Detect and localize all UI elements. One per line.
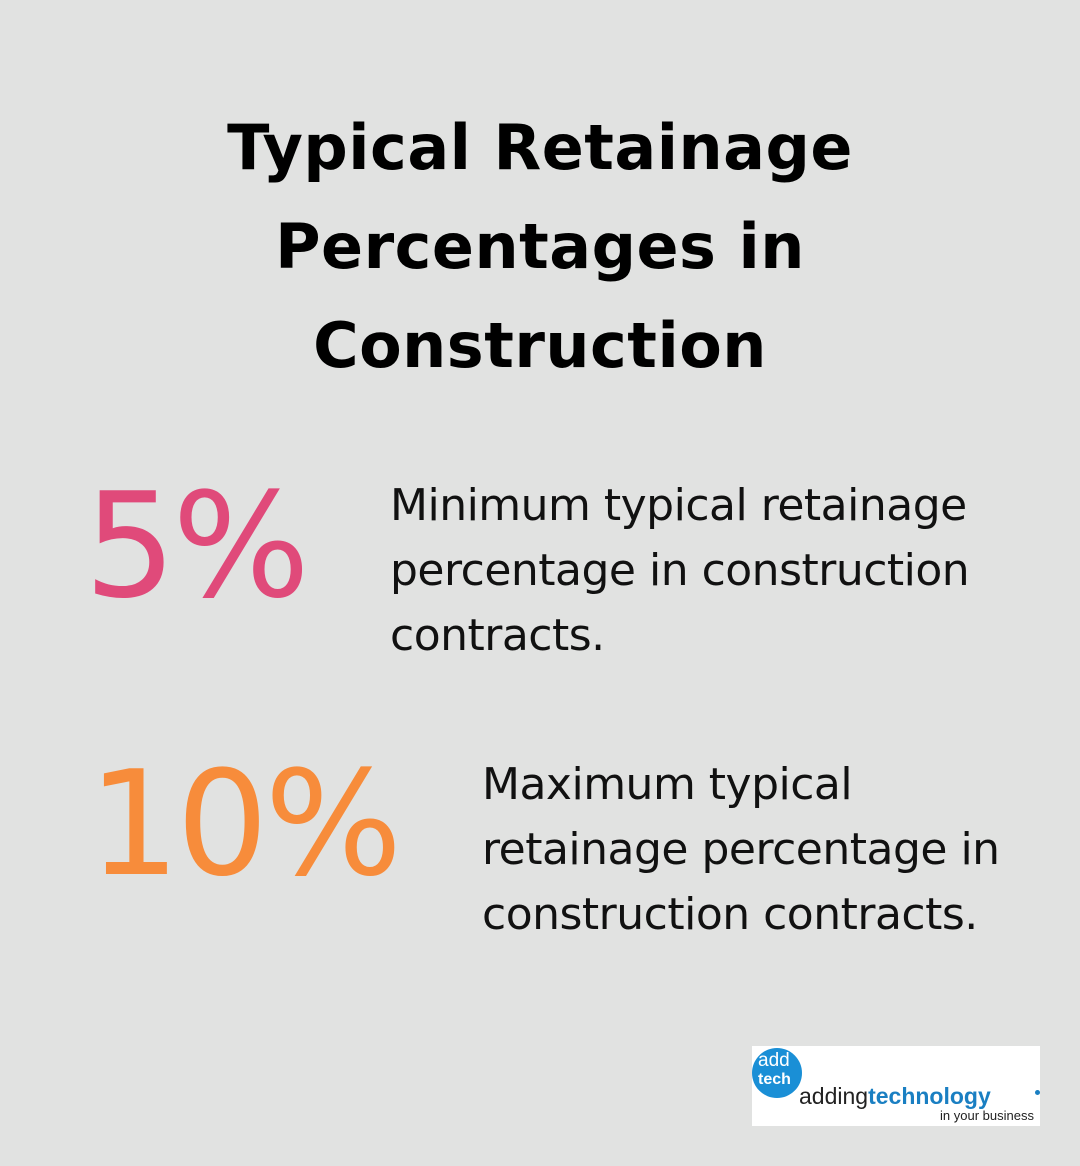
logo-trademark-dot <box>1035 1090 1040 1095</box>
logo-word-technology: technology <box>868 1083 991 1109</box>
logo-wordmark: addingtechnology <box>799 1083 991 1109</box>
company-logo: add tech addingtechnology in your busine… <box>752 1046 1040 1126</box>
logo-badge-add: add <box>758 1050 790 1071</box>
stat-value-minimum: 5% <box>84 462 310 631</box>
stat-description-maximum: Maximum typical retainage percentage in … <box>482 759 1000 940</box>
logo-badge: add tech <box>752 1048 802 1098</box>
page-title: Typical Retainage Percentages in Constru… <box>227 111 853 382</box>
logo-badge-tech: tech <box>758 1071 791 1088</box>
stat-description-minimum: Minimum typical retainage percentage in … <box>390 480 970 661</box>
logo-tagline: in your business <box>940 1108 1034 1123</box>
stat-value-maximum: 10% <box>88 740 402 909</box>
logo-word-adding: adding <box>799 1083 869 1109</box>
